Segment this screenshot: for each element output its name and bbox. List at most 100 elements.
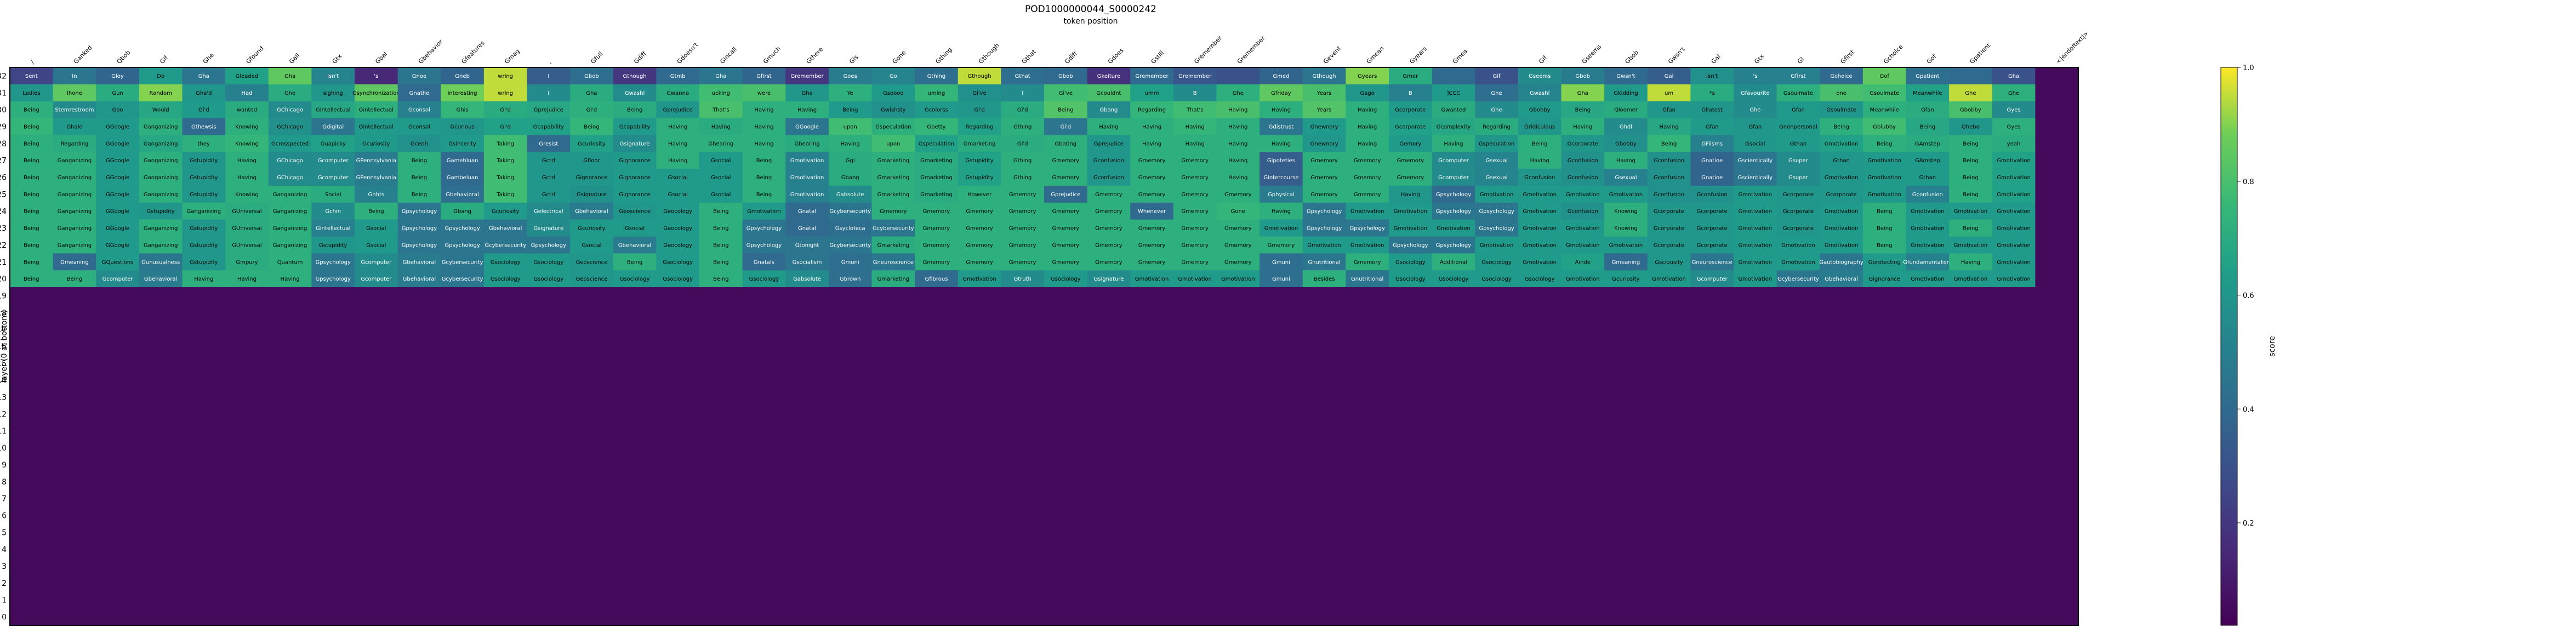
x-tick-label: Gremember bbox=[1193, 35, 1223, 65]
cell-label: Gmemory bbox=[1052, 175, 1080, 181]
x-tick-label: Gtx bbox=[1753, 53, 1765, 65]
heatmap-cell bbox=[1518, 84, 1561, 102]
heatmap-cell bbox=[182, 355, 226, 372]
heatmap-cell bbox=[1992, 473, 2036, 491]
heatmap-cell bbox=[1346, 304, 1389, 322]
heatmap-cell bbox=[1087, 574, 1131, 592]
cell-label: Guapicky bbox=[321, 141, 346, 147]
heatmap-cell bbox=[613, 135, 657, 152]
cell-label: Gmotivation bbox=[1997, 175, 2031, 181]
heatmap-cell bbox=[225, 338, 269, 355]
heatmap-cell bbox=[527, 236, 571, 254]
heatmap-cell bbox=[1346, 540, 1389, 558]
cell-label: Gconfusion bbox=[1568, 209, 1598, 215]
heatmap-cell bbox=[1862, 372, 1906, 389]
heatmap-cell bbox=[1604, 287, 1648, 305]
heatmap-cell bbox=[483, 219, 527, 237]
x-tick-label: Gall bbox=[288, 52, 301, 65]
heatmap-cell bbox=[1820, 507, 1863, 524]
heatmap-cell bbox=[483, 422, 527, 440]
heatmap-cell bbox=[742, 490, 786, 507]
heatmap-cell bbox=[10, 372, 54, 389]
heatmap-cell bbox=[1604, 473, 1648, 491]
cell-label: Gmotivation bbox=[1566, 226, 1600, 232]
heatmap-cell bbox=[1906, 118, 1950, 135]
heatmap-cell bbox=[1647, 321, 1691, 339]
heatmap-cell bbox=[1906, 372, 1950, 389]
cell-label: Gnatioe bbox=[1701, 158, 1723, 164]
cell-label: Gleaded bbox=[236, 73, 259, 79]
cell-label: Gignorance bbox=[576, 175, 608, 181]
cell-label: GChicago bbox=[277, 175, 303, 181]
heatmap-cell bbox=[225, 270, 269, 288]
heatmap-cell bbox=[355, 523, 398, 541]
heatmap-cell bbox=[10, 338, 54, 355]
heatmap-cell bbox=[1518, 456, 1561, 474]
heatmap-cell bbox=[1992, 372, 2036, 389]
heatmap-cell bbox=[1862, 152, 1906, 169]
heatmap-cell bbox=[355, 372, 398, 389]
heatmap-cell bbox=[1173, 405, 1217, 423]
heatmap-cell bbox=[53, 169, 96, 186]
heatmap-cell bbox=[53, 507, 96, 524]
heatmap-cell bbox=[527, 389, 571, 406]
heatmap-cell bbox=[1259, 456, 1303, 474]
heatmap-cell bbox=[1734, 473, 1777, 491]
cell-label: Gcybersecurity bbox=[485, 242, 526, 248]
heatmap-cell bbox=[268, 185, 312, 203]
cell-label: Additional bbox=[1440, 259, 1467, 265]
heatmap-cell bbox=[1992, 67, 2036, 85]
heatmap-cell bbox=[397, 67, 441, 85]
heatmap-cell bbox=[828, 287, 872, 305]
heatmap-cell bbox=[1820, 287, 1863, 305]
cell-label: Gsycloteca bbox=[835, 226, 865, 232]
heatmap-cell bbox=[742, 169, 786, 186]
heatmap-cell bbox=[570, 389, 614, 406]
heatmap-cell bbox=[785, 422, 829, 440]
cell-label: Gthan bbox=[1919, 175, 1936, 181]
heatmap-cell bbox=[1302, 101, 1346, 119]
y-tick-label: layer 12 bbox=[0, 410, 7, 419]
heatmap-cell bbox=[742, 84, 786, 102]
cell-label: Gmarketing bbox=[920, 158, 953, 164]
heatmap-cell bbox=[742, 253, 786, 271]
heatmap-cell bbox=[1604, 67, 1648, 85]
heatmap-cell bbox=[570, 490, 614, 507]
heatmap-cell bbox=[699, 118, 743, 135]
heatmap-cell bbox=[1647, 523, 1691, 541]
cell-label: Gmotivation bbox=[1221, 276, 1255, 282]
cell-label: Gsocial bbox=[582, 242, 601, 248]
heatmap-cell bbox=[656, 135, 700, 152]
x-tick-label: Gdiff bbox=[1063, 50, 1079, 65]
y-tick-label: layer 29 bbox=[0, 123, 7, 132]
cell-label: Gpsychology bbox=[1436, 209, 1471, 215]
heatmap-cell bbox=[1561, 169, 1605, 186]
heatmap-cell bbox=[699, 219, 743, 237]
cell-label: Gpsychology bbox=[402, 242, 437, 248]
heatmap-cell bbox=[10, 523, 54, 541]
cell-label: Gi've bbox=[972, 90, 986, 96]
heatmap-cell bbox=[1389, 135, 1433, 152]
cell-label: Ghe bbox=[284, 90, 295, 96]
cell-label: Having bbox=[754, 107, 773, 113]
heatmap-cell bbox=[871, 439, 915, 457]
heatmap-cell bbox=[53, 185, 96, 203]
heatmap-cell bbox=[570, 101, 614, 119]
heatmap-cell bbox=[53, 118, 96, 135]
heatmap-cell bbox=[613, 355, 657, 372]
cell-label: Gmemory bbox=[1354, 158, 1381, 164]
heatmap-cell bbox=[139, 118, 183, 135]
heatmap-cell bbox=[483, 118, 527, 135]
heatmap-cell bbox=[1173, 219, 1217, 237]
cell-label: Gthough bbox=[623, 73, 646, 79]
heatmap-cell bbox=[483, 540, 527, 558]
heatmap-cell bbox=[10, 507, 54, 524]
heatmap-cell bbox=[225, 185, 269, 203]
heatmap-cell bbox=[958, 574, 1001, 592]
heatmap-cell bbox=[483, 557, 527, 575]
heatmap-cell bbox=[1949, 422, 1993, 440]
cell-label: Being bbox=[756, 175, 772, 181]
heatmap-cell bbox=[1044, 389, 1088, 406]
heatmap-cell bbox=[2035, 507, 2079, 524]
heatmap-cell bbox=[1259, 422, 1303, 440]
